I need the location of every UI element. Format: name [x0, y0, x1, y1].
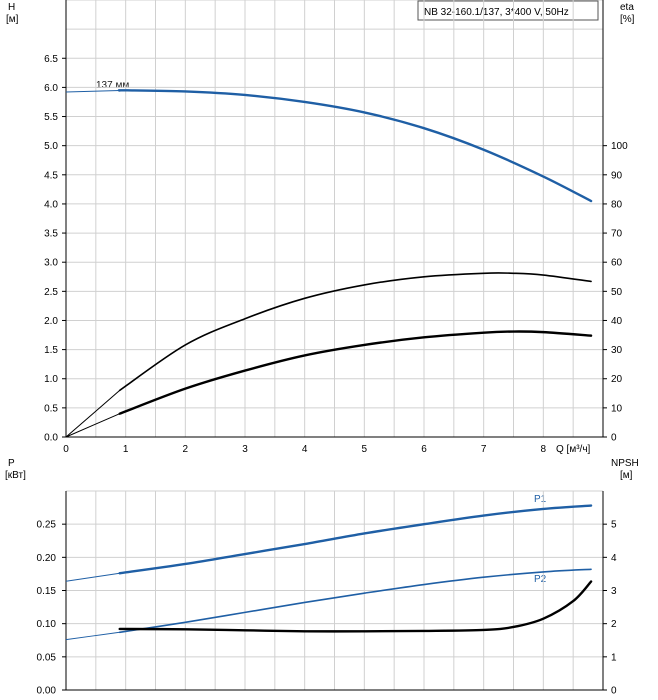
x-tick-label: 8	[541, 444, 547, 455]
bottom-left-axis-unit: [кВт]	[5, 470, 26, 481]
power-curve-p2	[118, 568, 592, 634]
x-tick-label: 5	[362, 444, 368, 455]
top-left-tick-label: 6.5	[44, 54, 58, 65]
x-tick-label: 6	[421, 444, 427, 455]
power-curve-p1	[118, 504, 593, 575]
top-right-tick-label: 90	[611, 170, 623, 181]
top-right-tick-label: 40	[611, 316, 623, 327]
top-left-tick-label: 1.0	[44, 374, 58, 385]
bottom-right-axis-unit: [м]	[620, 470, 633, 481]
efficiency-curve-thin	[118, 272, 592, 392]
bottom-left-tick-label: 0.20	[37, 553, 57, 564]
top-right-axis-unit: [%]	[620, 14, 635, 25]
chart-title: NB 32-160.1/137, 3*400 V, 50Hz	[424, 7, 569, 18]
top-left-tick-label: 0.0	[44, 433, 58, 444]
top-left-tick-label: 5.0	[44, 141, 58, 152]
top-right-tick-label: 0	[611, 433, 617, 444]
top-left-axis-unit: [м]	[6, 14, 19, 25]
top-right-tick-label: 80	[611, 199, 623, 210]
top-left-tick-label: 4.0	[44, 199, 58, 210]
top-right-tick-label: 60	[611, 258, 623, 269]
top-right-tick-label: 50	[611, 287, 623, 298]
top-left-tick-label: 4.5	[44, 170, 58, 181]
top-left-tick-label: 2.0	[44, 316, 58, 327]
bottom-left-tick-label: 0.15	[37, 586, 57, 597]
x-tick-label: 2	[183, 444, 189, 455]
bottom-right-axis-label: NPSH	[611, 458, 639, 469]
bottom-left-tick-label: 0.00	[37, 686, 57, 697]
top-left-tick-label: 1.5	[44, 345, 58, 356]
x-tick-label: 0	[63, 444, 69, 455]
bottom-left-axis-label: P	[8, 458, 15, 469]
title-box	[417, 0, 599, 21]
top-left-tick-label: 6.0	[44, 83, 58, 94]
x-axis-label: Q [м³/ч]	[556, 444, 591, 455]
head-curve-137mm	[117, 89, 593, 203]
bottom-right-tick-label: 3	[611, 586, 617, 597]
top-left-tick-label: 5.5	[44, 112, 58, 123]
x-tick-label: 3	[242, 444, 248, 455]
bottom-right-tick-label: 4	[611, 553, 617, 564]
top-right-tick-label: 100	[611, 141, 628, 152]
power-curve-p2-extension	[65, 631, 120, 641]
series-label-137mm: 137 мм	[96, 80, 129, 91]
bottom-left-tick-label: 0.10	[37, 619, 57, 630]
top-right-tick-label: 10	[611, 403, 623, 414]
efficiency-curve-thin-extension	[65, 390, 121, 438]
bottom-left-tick-label: 0.05	[37, 652, 57, 663]
series-label-p2: P2	[534, 574, 547, 585]
bottom-right-tick-label: 5	[611, 520, 617, 531]
top-right-tick-label: 70	[611, 229, 623, 240]
bottom-right-tick-label: 0	[611, 686, 617, 697]
bottom-right-tick-label: 1	[611, 652, 617, 663]
top-left-tick-label: 2.5	[44, 287, 58, 298]
efficiency-curve-thick	[118, 330, 593, 415]
top-right-tick-label: 20	[611, 374, 623, 385]
power-curve-p1-extension	[65, 572, 120, 582]
top-left-tick-label: 3.0	[44, 258, 58, 269]
npsh-curve	[118, 580, 593, 633]
bottom-left-tick-label: 0.25	[37, 520, 57, 531]
top-left-axis-label: H	[8, 2, 15, 13]
x-tick-label: 4	[302, 444, 308, 455]
x-tick-label: 1	[123, 444, 129, 455]
series-label-p1: P1	[534, 494, 547, 505]
head-curve-137mm-extension	[65, 89, 120, 93]
top-right-tick-label: 30	[611, 345, 623, 356]
top-right-axis-label: eta	[620, 2, 634, 13]
x-tick-label: 7	[481, 444, 487, 455]
efficiency-curve-thick-extension	[65, 413, 120, 438]
top-left-tick-label: 0.5	[44, 403, 58, 414]
bottom-right-tick-label: 2	[611, 619, 617, 630]
top-left-tick-label: 3.5	[44, 229, 58, 240]
